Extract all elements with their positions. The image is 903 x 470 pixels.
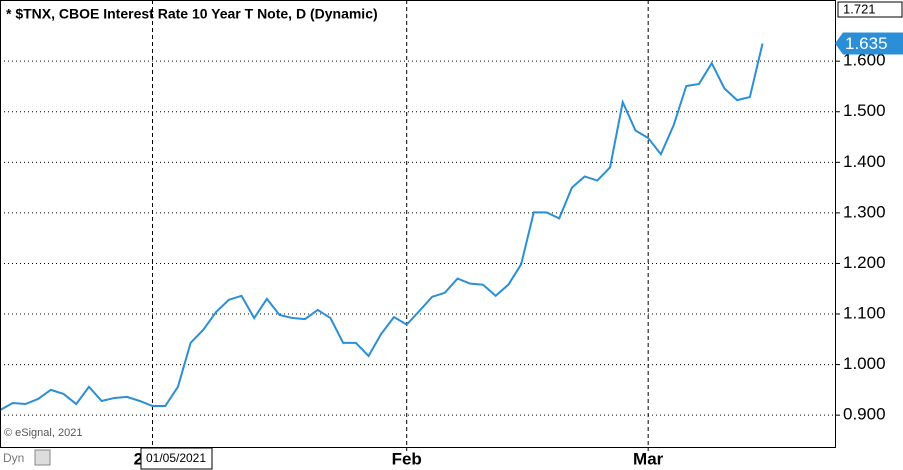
last-value-tag (835, 32, 903, 55)
y-tick-label: 0.900 (843, 405, 886, 424)
y-tick-label: 1.300 (843, 202, 886, 221)
top-scale-label: 1.721 (843, 1, 876, 16)
cursor-label: 01/05/2021 (146, 451, 206, 465)
y-tick-label: 1.400 (843, 152, 886, 171)
y-tick-label: 1.600 (843, 51, 886, 70)
last-value-label: 1.635 (845, 34, 888, 53)
y-tick-label: 1.000 (843, 354, 886, 373)
top-scale-tag (837, 1, 903, 18)
y-tick-label: 1.100 (843, 303, 886, 322)
price-line (0, 43, 764, 411)
plot-border (0, 0, 836, 448)
x-tick-label: Feb (392, 449, 422, 468)
cursor-tag (140, 447, 213, 470)
mode-icon[interactable] (34, 449, 51, 466)
copyright: © eSignal, 2021 (4, 427, 82, 439)
mode-label: Dyn (3, 451, 24, 465)
chart-title: * $TNX, CBOE Interest Rate 10 Year T Not… (6, 6, 378, 22)
x-tick-label: Mar (633, 449, 664, 468)
y-tick-label: 1.500 (843, 101, 886, 120)
y-tick-label: 1.200 (843, 253, 886, 272)
